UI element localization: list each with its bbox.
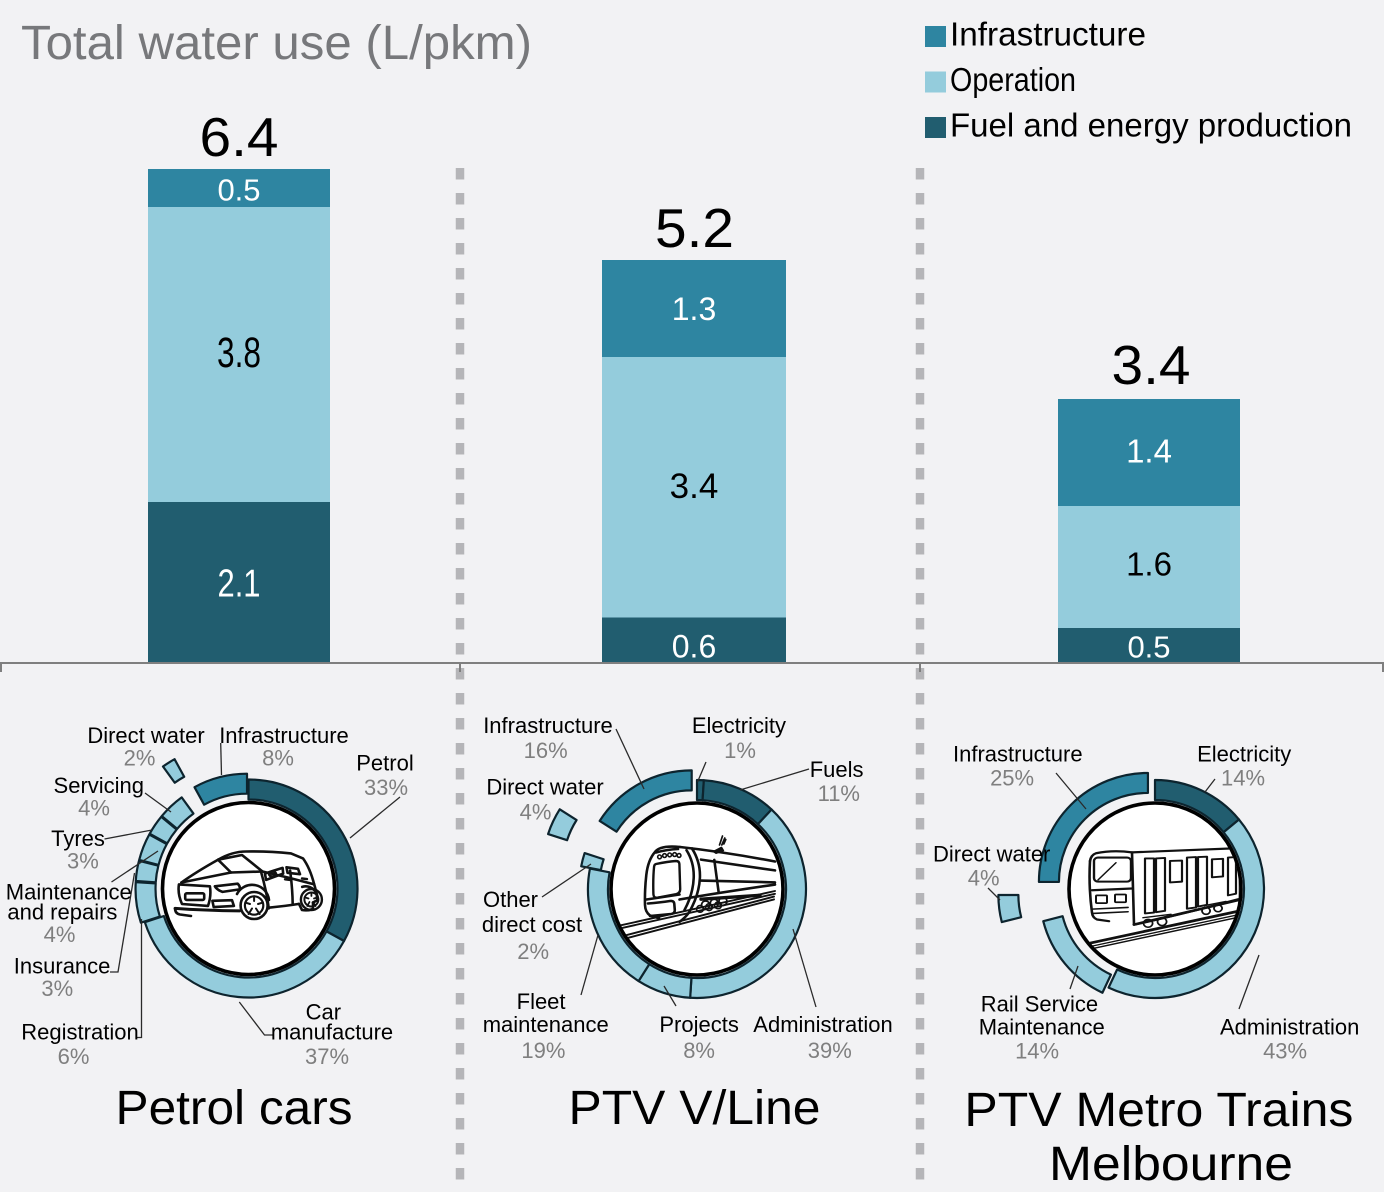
svg-text:43%: 43% [1263,1038,1307,1063]
svg-text:4%: 4% [520,799,552,824]
svg-text:Infrastructure: Infrastructure [950,16,1146,53]
svg-text:1.4: 1.4 [1126,432,1172,469]
svg-text:Direct water: Direct water [486,774,603,799]
svg-text:Administration: Administration [753,1012,892,1037]
svg-text:PTV Metro Trains: PTV Metro Trains [964,1084,1353,1137]
svg-text:33%: 33% [364,775,408,800]
svg-text:and repairs: and repairs [7,899,117,924]
svg-text:2%: 2% [517,939,549,964]
svg-text:Direct water: Direct water [87,723,204,748]
svg-text:8%: 8% [683,1038,715,1063]
svg-text:Fleet: Fleet [517,989,566,1014]
svg-text:6%: 6% [58,1044,90,1069]
svg-text:5.2: 5.2 [655,197,734,259]
svg-text:3.8: 3.8 [217,329,261,377]
svg-text:3.4: 3.4 [1112,334,1191,396]
svg-text:Car: Car [306,999,341,1024]
svg-text:Servicing: Servicing [54,773,144,798]
svg-text:25%: 25% [990,765,1034,790]
svg-text:Operation: Operation [950,61,1076,98]
svg-text:Maintenance: Maintenance [6,879,132,904]
svg-text:Melbourne: Melbourne [1049,1138,1293,1191]
svg-text:14%: 14% [1221,765,1265,790]
svg-text:0.6: 0.6 [672,629,716,665]
svg-text:39%: 39% [808,1038,852,1063]
svg-text:Projects: Projects [659,1012,738,1037]
svg-text:2.1: 2.1 [218,563,261,606]
svg-text:Infrastructure: Infrastructure [483,713,613,738]
svg-text:Total water use (L/pkm): Total water use (L/pkm) [21,17,532,70]
svg-text:19%: 19% [521,1038,565,1063]
svg-text:Insurance: Insurance [14,953,111,978]
svg-text:11%: 11% [818,781,860,806]
svg-text:Petrol: Petrol [356,750,413,775]
svg-text:manufacture: manufacture [271,1019,393,1044]
svg-text:3%: 3% [41,976,73,1001]
svg-text:1.3: 1.3 [672,291,716,327]
svg-text:Registration: Registration [21,1019,138,1044]
svg-text:maintenance: maintenance [483,1012,609,1037]
svg-text:Other: Other [483,887,538,912]
svg-text:16%: 16% [524,738,568,763]
svg-text:Infrastructure: Infrastructure [219,723,349,748]
svg-text:3.4: 3.4 [670,467,719,506]
svg-text:Electricity: Electricity [1197,741,1291,766]
svg-text:Tyres: Tyres [51,826,105,851]
svg-text:Administration: Administration [1220,1014,1359,1039]
svg-text:PTV V/Line: PTV V/Line [569,1082,821,1135]
svg-text:37%: 37% [305,1044,349,1069]
svg-text:Petrol cars: Petrol cars [116,1082,353,1135]
svg-text:2%: 2% [124,745,156,770]
svg-text:0.5: 0.5 [1127,630,1170,665]
svg-text:14%: 14% [1015,1038,1059,1063]
svg-text:4%: 4% [968,865,1000,890]
svg-text:4%: 4% [44,922,76,947]
svg-text:6.4: 6.4 [200,106,279,168]
svg-text:Direct water: Direct water [933,842,1050,867]
svg-text:Electricity: Electricity [692,713,786,738]
svg-text:Fuel and energy production: Fuel and energy production [950,107,1352,144]
svg-text:4%: 4% [78,795,110,820]
svg-text:0.5: 0.5 [217,173,260,208]
svg-text:1.6: 1.6 [1126,545,1172,582]
svg-text:8%: 8% [262,745,294,770]
svg-text:3%: 3% [67,848,99,873]
svg-text:1%: 1% [724,738,756,763]
svg-text:Maintenance: Maintenance [979,1014,1105,1039]
svg-text:Fuels: Fuels [810,757,864,782]
svg-text:direct cost: direct cost [482,912,582,937]
svg-text:Infrastructure: Infrastructure [953,741,1083,766]
svg-text:Rail Service: Rail Service [981,992,1098,1017]
